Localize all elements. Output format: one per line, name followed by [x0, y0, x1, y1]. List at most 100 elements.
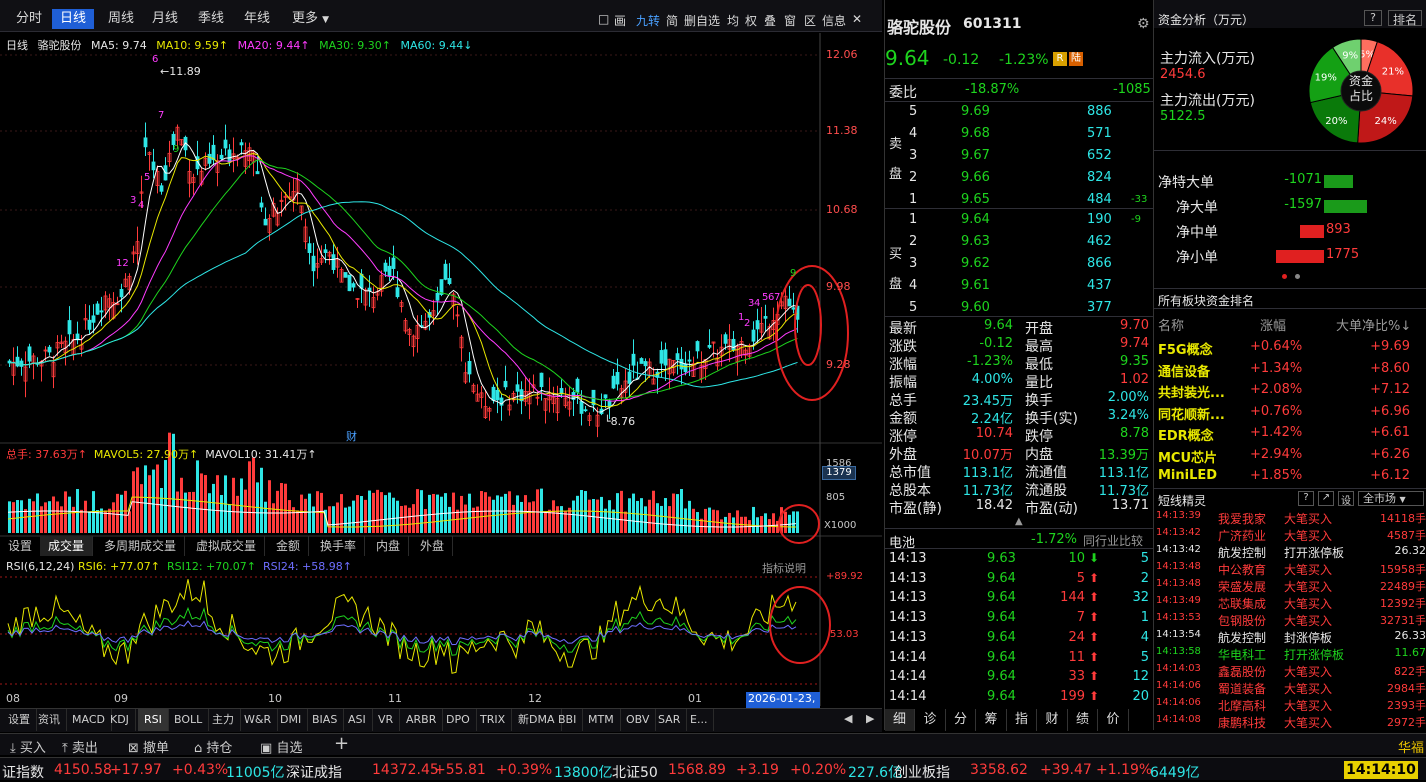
vol-tab-multi[interactable]: 多周期成交量	[96, 536, 186, 556]
tab-daily[interactable]: 日线	[52, 9, 95, 29]
indicator-tab-e[interactable]: E...	[684, 709, 715, 731]
signal-stock[interactable]: 航发控制	[1218, 631, 1267, 645]
buy-button[interactable]: ⤓ 买入	[10, 737, 46, 756]
signal-stock[interactable]: 北摩高科	[1218, 699, 1267, 713]
quote-tab[interactable]: 诊	[916, 709, 946, 731]
short-settings-button[interactable]: 设	[1338, 491, 1354, 507]
financial-report-marker[interactable]: 财	[346, 430, 357, 443]
info-button[interactable]: 信息	[822, 14, 847, 28]
position-button[interactable]: ⌂ 持仓	[194, 737, 232, 756]
sector-name[interactable]: MCU芯片	[1158, 450, 1218, 466]
indicator-tab-asi[interactable]: ASI	[342, 709, 373, 731]
indicator-tab-[interactable]: 资讯	[32, 709, 67, 731]
vol-tab-volume[interactable]: 成交量	[40, 536, 94, 556]
indicator-tab-bias[interactable]: BIAS	[306, 709, 345, 731]
window-button[interactable]: 窗	[784, 14, 797, 28]
index-name[interactable]: 北证50	[612, 765, 658, 781]
tab-more[interactable]: 更多 ▼	[284, 9, 337, 29]
indicator-tab-trix[interactable]: TRIX	[474, 709, 513, 731]
indicator-tab-dmi[interactable]: DMI	[274, 709, 309, 731]
cancel-order-button[interactable]: ⊠ 撤单	[128, 737, 169, 756]
indicator-tab-wr[interactable]: W&R	[238, 709, 279, 731]
vol-tab-inner[interactable]: 内盘	[368, 536, 410, 556]
indicator-tab-kdj[interactable]: KDJ	[104, 709, 136, 731]
collapse-icon[interactable]: ▲	[1015, 516, 1023, 527]
sector-col-pct[interactable]: 涨幅	[1260, 319, 1287, 334]
market-select[interactable]: 全市场 ▼	[1358, 491, 1424, 506]
signal-stock[interactable]: 荣盛发展	[1218, 580, 1267, 594]
indicator-tab-boll[interactable]: BOLL	[168, 709, 210, 731]
scroll-right-icon[interactable]: ▶	[866, 712, 875, 725]
indicator-tab-[interactable]: 设置	[2, 709, 37, 731]
short-help-icon[interactable]: ?	[1298, 491, 1314, 506]
sector-col-net[interactable]: 大单净比%↓	[1336, 315, 1411, 334]
tab-fenshi[interactable]: 分时	[16, 11, 43, 26]
rzrq-badge-icon[interactable]: R	[1053, 52, 1067, 66]
vol-tab-amount[interactable]: 金额	[268, 536, 310, 556]
sector-name[interactable]: MiniLED	[1158, 468, 1218, 483]
vol-tab-settings[interactable]: 设置	[0, 536, 42, 556]
vol-tab-virtual[interactable]: 虚拟成交量	[188, 536, 266, 556]
close-icon[interactable]: ✕	[852, 12, 863, 26]
signal-stock[interactable]: 航发控制	[1218, 546, 1267, 560]
scroll-left-icon[interactable]: ◀	[844, 712, 853, 725]
gear-icon[interactable]: ⚙	[1137, 16, 1150, 32]
quote-tab[interactable]: 指	[1007, 709, 1037, 731]
quote-tab[interactable]: 价	[1099, 709, 1129, 731]
rank-button[interactable]: 排名	[1388, 10, 1422, 27]
indicator-help-link[interactable]: 指标说明	[762, 562, 806, 575]
hsgt-badge-icon[interactable]: 陆	[1069, 52, 1083, 66]
index-name[interactable]: 深证成指	[286, 765, 342, 781]
tab-yearly[interactable]: 年线	[244, 11, 271, 26]
signal-stock[interactable]: 蜀道装备	[1218, 682, 1267, 696]
page-dot[interactable]	[1295, 274, 1300, 279]
sector-name[interactable]: 共封装光...	[1158, 386, 1225, 401]
signal-stock[interactable]: 康鹏科技	[1218, 716, 1267, 730]
indicator-tab-bbi[interactable]: BBI	[552, 709, 584, 731]
indicator-tab-obv[interactable]: OBV	[620, 709, 657, 731]
sector-name[interactable]: EDR概念	[1158, 429, 1214, 444]
industry-compare-button[interactable]: 同行业比较	[1083, 534, 1144, 548]
watchlist-button[interactable]: ▣ 自选	[260, 737, 302, 756]
quote-tab[interactable]: 分	[946, 709, 976, 731]
add-icon[interactable]: +	[334, 733, 350, 754]
remove-watchlist-button[interactable]: 删自选	[684, 14, 721, 28]
page-dot-active[interactable]	[1282, 274, 1287, 279]
index-name[interactable]: 证指数	[2, 765, 44, 781]
rights-button[interactable]: 权	[745, 14, 758, 28]
signal-stock[interactable]: 鑫磊股份	[1218, 665, 1267, 679]
indicator-tab-dma[interactable]: 新DMA	[512, 709, 562, 731]
vol-tab-outer[interactable]: 外盘	[412, 536, 454, 556]
quote-tab[interactable]: 财	[1038, 709, 1068, 731]
tab-monthly[interactable]: 月线	[152, 11, 179, 26]
indicator-tab-vr[interactable]: VR	[372, 709, 401, 731]
quote-tab[interactable]: 细	[885, 709, 915, 731]
sector-col-name[interactable]: 名称	[1158, 319, 1185, 334]
signal-stock[interactable]: 芯联集成	[1218, 597, 1267, 611]
range-button[interactable]: 区	[804, 14, 817, 28]
window-icon[interactable]: □	[598, 12, 610, 26]
jiuzhuan-button[interactable]: 九转	[636, 14, 661, 28]
indicator-tab-dpo[interactable]: DPO	[440, 709, 477, 731]
indicator-tab-mtm[interactable]: MTM	[582, 709, 621, 731]
quote-tab[interactable]: 绩	[1068, 709, 1098, 731]
expand-icon[interactable]: ↗	[1318, 491, 1334, 506]
sector-name[interactable]: F5G概念	[1158, 343, 1213, 358]
quote-tab[interactable]: 筹	[977, 709, 1007, 731]
indicator-tab-macd[interactable]: MACD	[66, 709, 112, 731]
avg-button[interactable]: 均	[727, 14, 740, 28]
kline-chart[interactable]	[0, 33, 882, 706]
tab-quarterly[interactable]: 季线	[198, 11, 225, 26]
signal-stock[interactable]: 华电科工	[1218, 648, 1267, 662]
sector-name[interactable]: 同花顺新...	[1158, 407, 1225, 423]
signal-stock[interactable]: 中公教育	[1218, 563, 1267, 577]
tab-weekly[interactable]: 周线	[108, 11, 135, 26]
indicator-tab-rsi[interactable]: RSI	[138, 709, 169, 731]
index-name[interactable]: 创业板指	[894, 765, 950, 781]
overlay-button[interactable]: 叠	[764, 14, 777, 28]
simple-button[interactable]: 简	[666, 14, 679, 28]
signal-stock[interactable]: 广济药业	[1218, 529, 1267, 543]
signal-stock[interactable]: 我爱我家	[1218, 512, 1267, 526]
sector-name[interactable]: 通信设备	[1158, 364, 1211, 380]
sell-button[interactable]: ⤒ 卖出	[62, 737, 98, 756]
